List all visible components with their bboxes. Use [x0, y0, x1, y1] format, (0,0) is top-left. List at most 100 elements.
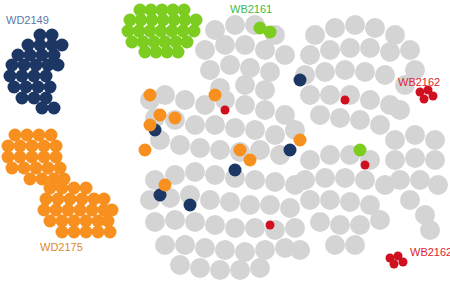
- point: [215, 35, 235, 55]
- point: [221, 106, 230, 115]
- point: [354, 144, 367, 157]
- point: [190, 138, 210, 158]
- point: [370, 210, 390, 230]
- point: [325, 18, 345, 38]
- point: [320, 40, 340, 60]
- cluster-label: WB2161: [230, 3, 272, 15]
- point: [264, 26, 277, 39]
- point: [320, 145, 340, 165]
- point: [244, 154, 257, 167]
- point: [300, 45, 320, 65]
- point: [320, 85, 340, 105]
- point: [64, 193, 77, 206]
- point: [300, 150, 320, 170]
- point: [210, 260, 230, 280]
- point: [390, 170, 410, 190]
- point: [170, 135, 190, 155]
- cluster-label: WB2162: [410, 246, 450, 258]
- point: [420, 220, 440, 240]
- point: [184, 199, 197, 212]
- point: [190, 14, 203, 27]
- point: [195, 238, 215, 258]
- plot-area: [2, 4, 449, 281]
- point: [410, 170, 430, 190]
- point: [165, 210, 185, 230]
- point: [330, 215, 350, 235]
- point: [345, 15, 365, 35]
- point: [30, 162, 43, 175]
- point: [18, 162, 31, 175]
- point: [405, 125, 425, 145]
- point: [285, 218, 305, 238]
- point: [42, 162, 55, 175]
- point: [220, 55, 240, 75]
- point: [155, 85, 175, 105]
- point: [36, 102, 49, 115]
- point: [425, 130, 445, 150]
- point: [44, 215, 57, 228]
- point: [175, 90, 195, 110]
- point: [365, 18, 385, 38]
- point: [30, 59, 43, 72]
- point: [255, 100, 275, 120]
- point: [154, 109, 167, 122]
- point: [245, 170, 265, 190]
- point: [205, 215, 225, 235]
- point: [68, 226, 81, 239]
- chart: WD2149WB2161WD2175WB2162WB2162: [0, 0, 450, 287]
- point: [62, 204, 75, 217]
- point: [310, 105, 330, 125]
- point: [104, 226, 117, 239]
- point: [350, 215, 370, 235]
- point: [185, 115, 205, 135]
- point: [290, 240, 310, 260]
- point: [370, 115, 390, 135]
- point: [315, 62, 335, 82]
- point: [200, 60, 220, 80]
- point: [24, 173, 37, 186]
- point: [225, 218, 245, 238]
- point: [16, 92, 29, 105]
- point: [425, 150, 445, 170]
- point: [225, 118, 245, 138]
- series-points: [4, 29, 307, 212]
- point: [210, 140, 230, 160]
- point: [86, 204, 99, 217]
- point: [335, 168, 355, 188]
- point: [102, 215, 115, 228]
- point: [375, 65, 395, 85]
- point: [320, 190, 340, 210]
- point: [139, 144, 152, 157]
- point: [428, 175, 448, 195]
- point: [310, 212, 330, 232]
- point: [260, 195, 280, 215]
- point: [429, 92, 438, 101]
- point: [169, 112, 182, 125]
- point: [340, 38, 360, 58]
- point: [185, 162, 205, 182]
- point: [52, 59, 65, 72]
- point: [185, 212, 205, 232]
- point: [400, 40, 420, 60]
- point: [209, 89, 222, 102]
- point: [145, 212, 165, 232]
- point: [40, 193, 53, 206]
- point: [260, 62, 280, 82]
- point: [345, 235, 365, 255]
- point: [229, 164, 242, 177]
- point: [385, 150, 405, 170]
- point: [230, 260, 250, 280]
- point: [52, 193, 65, 206]
- point: [360, 38, 380, 58]
- point: [38, 204, 51, 217]
- point: [144, 119, 157, 132]
- point: [385, 130, 405, 150]
- point: [235, 75, 255, 95]
- point: [335, 60, 355, 80]
- point: [294, 74, 307, 87]
- point: [265, 220, 285, 240]
- point: [172, 46, 185, 59]
- point: [74, 204, 87, 217]
- point: [330, 108, 350, 128]
- point: [385, 25, 405, 45]
